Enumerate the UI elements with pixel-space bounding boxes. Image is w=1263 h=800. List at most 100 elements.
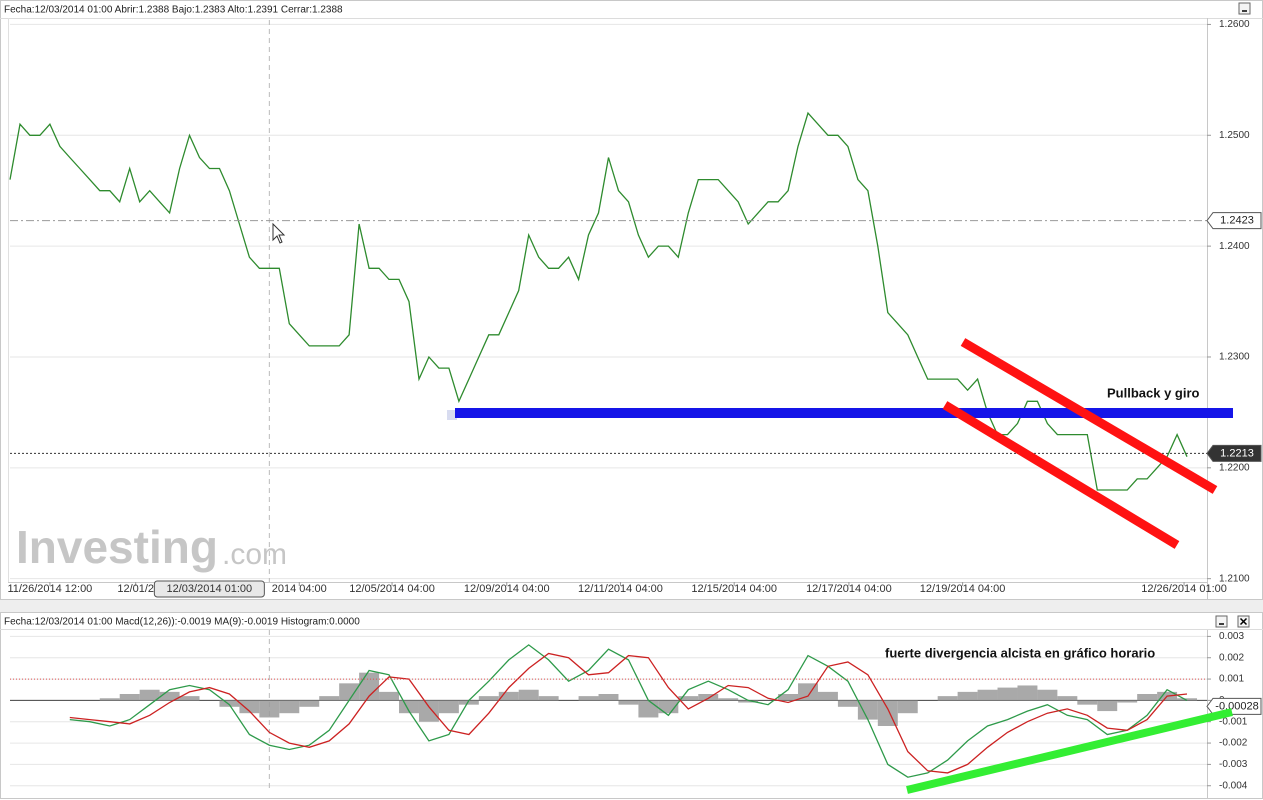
histogram-bar	[877, 700, 898, 726]
histogram-bar	[618, 700, 639, 705]
histogram-bar	[139, 689, 160, 701]
histogram-bar	[399, 700, 419, 714]
histogram-bar	[438, 700, 459, 714]
y-tick-label: 0.003	[1219, 631, 1244, 642]
y-tick-label: 1.2200	[1219, 462, 1250, 473]
y-tick-label: -0.002	[1219, 738, 1248, 749]
line-series	[69, 644, 1188, 778]
histogram-bar	[977, 689, 998, 701]
histogram-bar	[1117, 700, 1138, 703]
histogram-bar	[498, 691, 519, 701]
histogram-bar	[1057, 696, 1078, 701]
histogram-bar	[897, 700, 918, 714]
histogram-bar	[1177, 698, 1198, 701]
y-tick-label: -0.003	[1219, 759, 1248, 770]
histogram-bar	[578, 696, 599, 701]
x-tick-label: 2014 04:00	[272, 583, 327, 595]
y-tick-label: 1.2600	[1219, 19, 1250, 30]
y-tick-label: 0.001	[1219, 674, 1244, 685]
y-tick-label: 0.002	[1219, 652, 1244, 663]
x-tick-label: 12/09/2014 04:00	[464, 583, 550, 595]
histogram-bar	[698, 694, 719, 701]
crosshair-label: 12/03/2014 01:00	[167, 583, 253, 595]
histogram-bar	[359, 672, 380, 701]
histogram-bar	[239, 700, 260, 714]
annotation: Pullback y giro	[1107, 385, 1200, 400]
drawing-handle	[447, 410, 457, 420]
price-tag	[1206, 212, 1262, 230]
histogram-bar	[418, 700, 439, 722]
y-tick-label: 1.2500	[1219, 130, 1250, 141]
histogram-bar	[379, 691, 400, 701]
y-tick-label: -0.001	[1219, 716, 1248, 727]
histogram-bar	[518, 689, 539, 701]
histogram-bar	[817, 691, 838, 701]
histogram-bar	[458, 700, 479, 705]
price-tag-label: 1.2213	[1220, 447, 1254, 459]
histogram-bar	[738, 700, 759, 703]
histogram-bar	[937, 696, 958, 701]
y-tick-label: 1.2400	[1219, 241, 1250, 252]
histogram-bar	[857, 700, 878, 720]
close-icon	[1239, 617, 1248, 626]
crosshair-label-box	[153, 580, 265, 598]
panel-separator	[0, 600, 1263, 612]
histogram-bar	[598, 694, 619, 701]
x-tick-label: 12/11/2014 04:00	[578, 583, 663, 595]
price-tag	[1206, 444, 1262, 462]
drawings	[272, 222, 1233, 794]
y-tick-label: 1.2100	[1219, 573, 1250, 584]
line-series	[9, 111, 1188, 491]
price-tag-label: -0.00028	[1215, 700, 1258, 712]
macd-minimize-button[interactable]	[1215, 615, 1228, 628]
minimize-button[interactable]	[1238, 2, 1251, 15]
histogram-bar	[837, 700, 858, 707]
histogram-bar	[279, 700, 300, 714]
watermark-brand: Investing	[16, 521, 218, 573]
histogram-bar	[299, 700, 320, 707]
x-tick-label: 12/15/2014 04:00	[691, 583, 777, 595]
histogram-bar	[99, 698, 120, 701]
histogram-bar	[718, 698, 739, 701]
watermark: Investing .com	[16, 521, 287, 573]
histogram-bar	[538, 696, 559, 701]
line-series	[69, 652, 1188, 774]
annotation: fuerte divergencia alcista en gráfico ho…	[885, 645, 1155, 660]
histogram-bar	[957, 691, 978, 701]
histogram-bar	[219, 700, 240, 707]
histogram-bar	[159, 691, 180, 701]
plots: 1.2600 1.2500 1.2400 1.2300 1.2200 1.2100 11/2…	[7, 19, 1262, 791]
channel-lower	[942, 401, 1180, 549]
histogram-bar	[638, 700, 659, 718]
histogram-bar	[339, 683, 360, 701]
macd-header: Fecha:12/03/2014 01:00 Macd(12,26)):-0.0…	[4, 617, 360, 628]
y-tick-label: 1.2300	[1219, 352, 1250, 363]
histogram-bar	[319, 696, 340, 701]
divergence-line	[906, 708, 1233, 794]
price-tag-label: 1.2423	[1220, 215, 1254, 227]
histogram-bar	[119, 694, 140, 701]
x-tick-label: 12/05/2014 04:00	[349, 583, 435, 595]
y-tick-label: -0.004	[1219, 780, 1248, 791]
histogram-bar	[1137, 694, 1158, 701]
x-tick-label: 12/19/2014 04:00	[920, 583, 1006, 595]
price-header: Fecha:12/03/2014 01:00 Abrir:1.2388 Bajo…	[4, 5, 343, 16]
histogram-bar	[259, 700, 280, 718]
histogram-bar	[1077, 700, 1098, 705]
channel-upper	[960, 338, 1218, 494]
histogram-bar	[1017, 685, 1038, 701]
watermark-suffix: .com	[222, 538, 287, 571]
x-tick-label: 12/26/2014 01:00	[1141, 583, 1227, 595]
histogram-bar	[678, 696, 699, 701]
support-line	[455, 408, 1233, 418]
histogram-bar	[179, 696, 200, 701]
histogram-bar	[1037, 689, 1058, 701]
x-tick-label: 12/01/2	[117, 583, 154, 595]
x-tick-label: 12/17/2014 04:00	[806, 583, 892, 595]
x-tick-label: 11/26/2014 12:00	[7, 583, 92, 595]
histogram-bar	[778, 694, 799, 701]
histogram-bar	[997, 687, 1018, 701]
